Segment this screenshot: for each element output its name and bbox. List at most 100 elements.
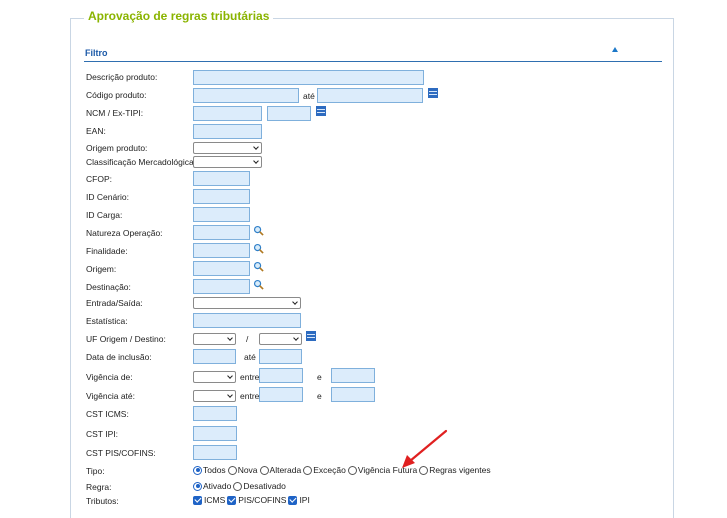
chevron-down-icon: [253, 144, 259, 150]
uf-separator: /: [246, 334, 249, 344]
data-inclusao-to-input[interactable]: [259, 349, 302, 364]
checkbox-checked-icon[interactable]: [227, 495, 237, 505]
label-id-carga: ID Carga:: [86, 210, 123, 220]
codigo-produto-ate-label: até: [303, 91, 315, 101]
id-cenario-input[interactable]: [193, 189, 250, 204]
tributo-option-ipi[interactable]: IPI: [288, 495, 310, 505]
data-inclusao-ate-label: até: [244, 352, 256, 362]
radio-icon[interactable]: [233, 481, 243, 491]
label-vigencia-de: Vigência de:: [86, 372, 133, 382]
vigencia-de-to-input[interactable]: [331, 368, 375, 383]
tipo-option-todos[interactable]: Todos: [193, 465, 226, 475]
label-cfop: CFOP:: [86, 174, 112, 184]
chevron-down-icon: [293, 335, 299, 341]
natureza-operacao-input[interactable]: [193, 225, 250, 240]
tipo-option-vigencia-futura[interactable]: Vigência Futura: [347, 465, 417, 475]
cfop-input[interactable]: [193, 171, 250, 186]
radio-icon[interactable]: [259, 465, 269, 475]
destinacao-search-icon[interactable]: [253, 279, 264, 290]
label-tributos: Tributos:: [86, 496, 119, 506]
chevron-down-icon: [227, 373, 233, 379]
vigencia-ate-operator-select[interactable]: [193, 390, 236, 402]
id-carga-input[interactable]: [193, 207, 250, 222]
label-estatistica: Estatística:: [86, 316, 128, 326]
radio-selected-icon[interactable]: [193, 481, 202, 491]
vigencia-de-from-input[interactable]: [259, 368, 303, 383]
uf-list-icon[interactable]: [306, 331, 316, 341]
label-descricao-produto: Descrição produto:: [86, 72, 158, 82]
radio-icon[interactable]: [227, 465, 237, 475]
ncm-list-icon[interactable]: [316, 106, 326, 116]
ean-input[interactable]: [193, 124, 262, 139]
label-classificacao: Classificação Mercadológica:: [86, 157, 197, 167]
tributo-option-icms[interactable]: ICMS: [193, 495, 225, 505]
label-natureza-operacao: Natureza Operação:: [86, 228, 163, 238]
regra-radio-group: Ativado Desativado: [193, 481, 288, 491]
checkbox-checked-icon[interactable]: [288, 495, 298, 505]
label-id-cenario: ID Cenário:: [86, 192, 129, 202]
vigencia-de-operator-select[interactable]: [193, 371, 236, 383]
regra-option-desativado[interactable]: Desativado: [233, 481, 286, 491]
label-data-inclusao: Data de inclusão:: [86, 352, 152, 362]
label-origem-produto: Origem produto:: [86, 143, 148, 153]
tipo-option-alterada[interactable]: Alterada: [259, 465, 301, 475]
checkbox-checked-icon[interactable]: [193, 495, 202, 505]
label-finalidade: Finalidade:: [86, 246, 128, 256]
destinacao-input[interactable]: [193, 279, 250, 294]
origem-input[interactable]: [193, 261, 250, 276]
label-origem: Origem:: [86, 264, 117, 274]
vigencia-de-entre-label: entre: [240, 372, 260, 382]
label-tipo: Tipo:: [86, 466, 105, 476]
section-title-filtro[interactable]: Filtro: [85, 48, 108, 58]
codigo-produto-list-icon[interactable]: [428, 88, 438, 98]
label-entrada-saida: Entrada/Saída:: [86, 298, 143, 308]
filter-panel: [70, 18, 674, 518]
label-destinacao: Destinação:: [86, 282, 131, 292]
radio-icon[interactable]: [303, 465, 313, 475]
estatistica-input[interactable]: [193, 313, 301, 328]
label-ncm: NCM / Ex-TIPI:: [86, 108, 144, 118]
tipo-radio-group: Todos Nova Alterada Exceção Vigência Fut…: [193, 465, 493, 475]
radio-icon[interactable]: [347, 465, 357, 475]
cst-pis-cofins-input[interactable]: [193, 445, 237, 460]
origem-produto-select[interactable]: [193, 142, 262, 154]
chevron-down-icon: [292, 299, 298, 305]
tributos-checkbox-group: ICMS PIS/COFINS IPI: [193, 495, 312, 505]
tipo-option-excecao[interactable]: Exceção: [303, 465, 346, 475]
cst-ipi-input[interactable]: [193, 426, 237, 441]
natureza-operacao-search-icon[interactable]: [253, 225, 264, 236]
ncm-input[interactable]: [193, 106, 262, 121]
collapse-up-icon[interactable]: [612, 47, 618, 52]
label-cst-ipi: CST IPI:: [86, 429, 118, 439]
ex-tipi-input[interactable]: [267, 106, 311, 121]
vigencia-ate-e-label: e: [317, 391, 322, 401]
label-ean: EAN:: [86, 126, 106, 136]
tipo-option-nova[interactable]: Nova: [227, 465, 258, 475]
radio-selected-icon[interactable]: [193, 465, 202, 475]
chevron-down-icon: [227, 335, 233, 341]
codigo-produto-to-input[interactable]: [317, 88, 423, 103]
finalidade-search-icon[interactable]: [253, 243, 264, 254]
label-vigencia-ate: Vigência até:: [86, 391, 135, 401]
entrada-saida-select[interactable]: [193, 297, 301, 309]
cst-icms-input[interactable]: [193, 406, 237, 421]
tributo-option-pis-cofins[interactable]: PIS/COFINS: [227, 495, 286, 505]
vigencia-ate-from-input[interactable]: [259, 387, 303, 402]
regra-option-ativado[interactable]: Ativado: [193, 481, 231, 491]
red-arrow-icon: [402, 429, 448, 468]
finalidade-input[interactable]: [193, 243, 250, 258]
vigencia-ate-entre-label: entre: [240, 391, 260, 401]
chevron-down-icon: [253, 158, 259, 164]
origem-search-icon[interactable]: [253, 261, 264, 272]
codigo-produto-from-input[interactable]: [193, 88, 299, 103]
vigencia-ate-to-input[interactable]: [331, 387, 375, 402]
uf-origem-select[interactable]: [193, 333, 236, 345]
classificacao-select[interactable]: [193, 156, 262, 168]
label-uf: UF Origem / Destino:: [86, 334, 166, 344]
section-divider: [84, 61, 662, 62]
radio-icon[interactable]: [419, 465, 429, 475]
uf-destino-select[interactable]: [259, 333, 302, 345]
data-inclusao-from-input[interactable]: [193, 349, 236, 364]
descricao-produto-input[interactable]: [193, 70, 424, 85]
tipo-option-regras-vigentes[interactable]: Regras vigentes: [419, 465, 491, 475]
